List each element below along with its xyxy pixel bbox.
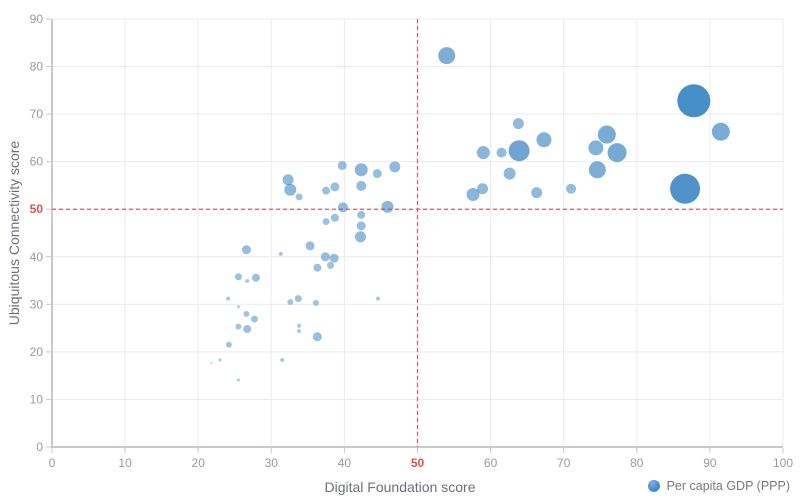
bubble[interactable] — [476, 146, 490, 160]
bubble[interactable] — [376, 296, 381, 301]
bubble[interactable] — [356, 221, 366, 231]
bubble[interactable] — [218, 358, 222, 362]
x-tick-label: 70 — [557, 456, 571, 470]
bubble[interactable] — [466, 187, 480, 201]
bubble[interactable] — [312, 332, 322, 342]
x-tick-label: 100 — [773, 456, 793, 470]
x-axis-title: Digital Foundation score — [324, 479, 476, 495]
x-tick-label: 50 — [411, 456, 425, 470]
x-tick-label: 20 — [192, 456, 206, 470]
bubble[interactable] — [381, 200, 394, 213]
y-tick-label: 50 — [30, 202, 44, 216]
bubble[interactable] — [280, 357, 285, 362]
bubble[interactable] — [327, 261, 335, 269]
bubble[interactable] — [607, 143, 627, 163]
bubble[interactable] — [337, 160, 347, 170]
bubble[interactable] — [711, 122, 730, 141]
bubble[interactable] — [536, 132, 552, 148]
bubble[interactable] — [354, 163, 368, 177]
bubble[interactable] — [278, 251, 283, 256]
legend-dot-icon — [647, 480, 660, 492]
y-tick-label: 60 — [30, 155, 44, 169]
bubble[interactable] — [329, 253, 339, 263]
bubble[interactable] — [477, 183, 489, 195]
bubble[interactable] — [236, 378, 240, 382]
bubble[interactable] — [503, 167, 516, 180]
x-tick-label: 30 — [265, 456, 279, 470]
y-tick-label: 70 — [30, 107, 44, 121]
bubble[interactable] — [243, 310, 250, 317]
bubble[interactable] — [312, 299, 319, 306]
bubble[interactable] — [320, 252, 330, 262]
bubble[interactable] — [297, 323, 302, 328]
bubble[interactable] — [670, 173, 701, 204]
bubble[interactable] — [236, 305, 240, 309]
x-tick-label: 60 — [484, 456, 498, 470]
bubble[interactable] — [322, 218, 330, 226]
bubble[interactable] — [357, 210, 366, 219]
bubble[interactable] — [241, 245, 251, 255]
y-tick-label: 80 — [30, 60, 44, 74]
y-tick-label: 40 — [30, 250, 44, 264]
legend-label: Per capita GDP (PPP) — [666, 479, 790, 493]
bubble[interactable] — [330, 182, 340, 192]
bubble[interactable] — [677, 84, 711, 118]
bubble[interactable] — [251, 273, 260, 282]
bubble[interactable] — [337, 202, 348, 213]
bubble[interactable] — [588, 161, 606, 179]
bubble[interactable] — [588, 140, 604, 156]
bubble[interactable] — [597, 125, 616, 144]
bubble[interactable] — [226, 296, 231, 301]
y-tick-label: 10 — [30, 392, 44, 406]
bubble[interactable] — [282, 174, 294, 186]
bubble[interactable] — [234, 273, 242, 281]
bubble[interactable] — [250, 315, 258, 323]
bubble[interactable] — [235, 323, 242, 330]
legend-item-per-capita-gdp[interactable]: Per capita GDP (PPP) — [647, 479, 790, 493]
bubble[interactable] — [287, 298, 294, 305]
y-tick-label: 20 — [30, 345, 44, 359]
y-tick-label: 30 — [30, 297, 44, 311]
x-tick-label: 80 — [630, 456, 644, 470]
bubble[interactable] — [243, 325, 252, 334]
bubble[interactable] — [372, 169, 382, 179]
bubble[interactable] — [245, 279, 250, 284]
bubble[interactable] — [295, 193, 303, 201]
bubble[interactable] — [294, 295, 302, 303]
bubble[interactable] — [225, 341, 232, 348]
bubble[interactable] — [297, 328, 302, 333]
bubble[interactable] — [566, 183, 577, 194]
bubble[interactable] — [284, 183, 297, 196]
y-axis-title: Ubiquitous Connectivity score — [6, 140, 22, 326]
x-tick-label: 40 — [338, 456, 352, 470]
bubble[interactable] — [356, 180, 367, 191]
bubble[interactable] — [305, 241, 315, 251]
y-tick-label: 0 — [36, 440, 43, 454]
x-tick-label: 0 — [49, 456, 56, 470]
bubble[interactable] — [210, 361, 213, 364]
bubble[interactable] — [313, 263, 322, 272]
bubble[interactable] — [496, 147, 507, 158]
x-tick-label: 10 — [118, 456, 132, 470]
bubble[interactable] — [322, 186, 331, 195]
bubble[interactable] — [354, 231, 366, 243]
bubble[interactable] — [438, 47, 456, 65]
y-tick-label: 90 — [30, 12, 44, 26]
bubble[interactable] — [330, 213, 339, 222]
x-tick-label: 90 — [703, 456, 717, 470]
bubble[interactable] — [512, 118, 524, 130]
bubble[interactable] — [508, 140, 530, 162]
bubble[interactable] — [531, 187, 543, 199]
bubble[interactable] — [389, 161, 401, 173]
